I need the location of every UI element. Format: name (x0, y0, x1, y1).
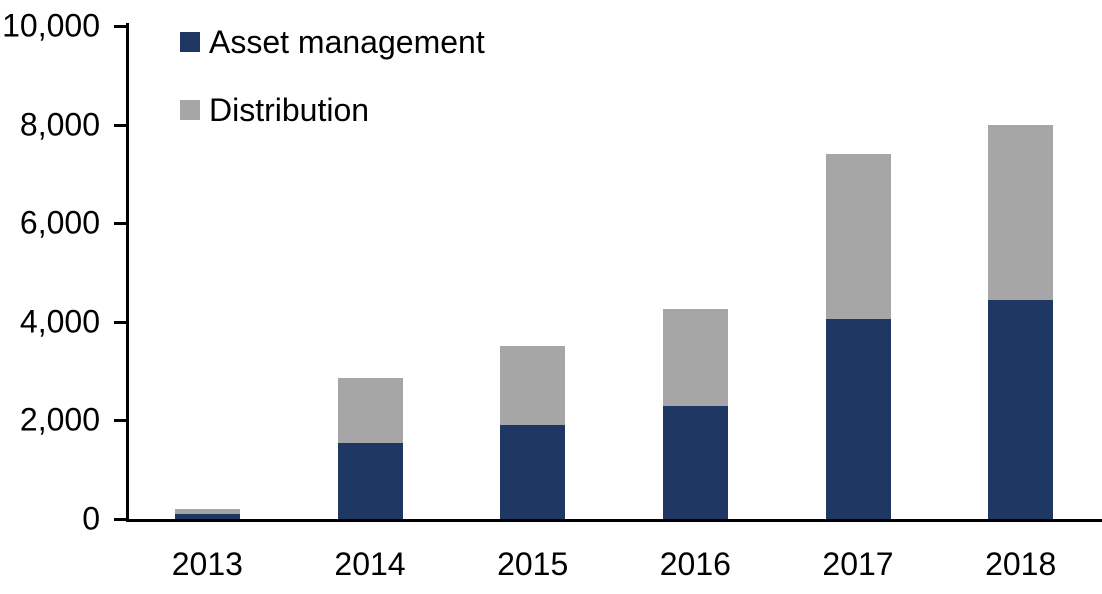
bar-segment-distribution-2017 (825, 154, 891, 320)
y-axis-tick-label: 4,000 (19, 303, 100, 340)
y-axis-tick (114, 320, 126, 324)
y-axis-tick (114, 25, 126, 28)
legend-label-distribution: Distribution (209, 92, 370, 128)
y-axis-tick-label: 10,000 (2, 7, 100, 44)
y-axis-tick (114, 419, 126, 423)
y-axis-tick-label: 0 (82, 500, 100, 537)
legend-label-asset-management: Asset management (209, 24, 485, 60)
legend-swatch-asset-management (180, 32, 200, 52)
legend-item-asset-management: Asset management (180, 22, 485, 62)
bar-segment-asset-management-2013 (174, 514, 240, 519)
bar-segment-asset-management-2016 (662, 405, 728, 519)
x-axis-label-2018: 2018 (985, 546, 1057, 582)
bar-segment-asset-management-2017 (825, 319, 891, 519)
y-axis-tick (114, 123, 126, 127)
bar-segment-asset-management-2015 (500, 425, 566, 519)
x-axis-label-2016: 2016 (659, 546, 731, 582)
x-axis-label-2013: 2013 (171, 546, 243, 582)
bar-segment-distribution-2013 (174, 509, 240, 515)
y-axis-tick-label: 2,000 (19, 401, 100, 438)
bar-segment-asset-management-2014 (337, 442, 403, 519)
bar-segment-distribution-2015 (500, 346, 566, 426)
x-axis-label-2014: 2014 (334, 546, 406, 582)
bar-segment-distribution-2014 (337, 378, 403, 443)
legend-swatch-distribution (180, 100, 200, 120)
x-axis-line (126, 519, 1102, 522)
x-axis-label-2015: 2015 (497, 546, 569, 582)
y-axis-tick-label: 8,000 (19, 106, 100, 143)
y-axis-line (126, 23, 129, 522)
bar-segment-asset-management-2018 (988, 299, 1054, 519)
x-axis-label-2017: 2017 (822, 546, 894, 582)
y-axis-tick-label: 6,000 (19, 204, 100, 241)
chart-legend: Asset management Distribution (180, 22, 485, 158)
bar-segment-distribution-2016 (662, 309, 728, 406)
bar-segment-distribution-2018 (988, 124, 1054, 300)
y-axis-tick (114, 518, 126, 521)
y-axis-tick (114, 222, 126, 226)
legend-item-distribution: Distribution (180, 90, 485, 130)
